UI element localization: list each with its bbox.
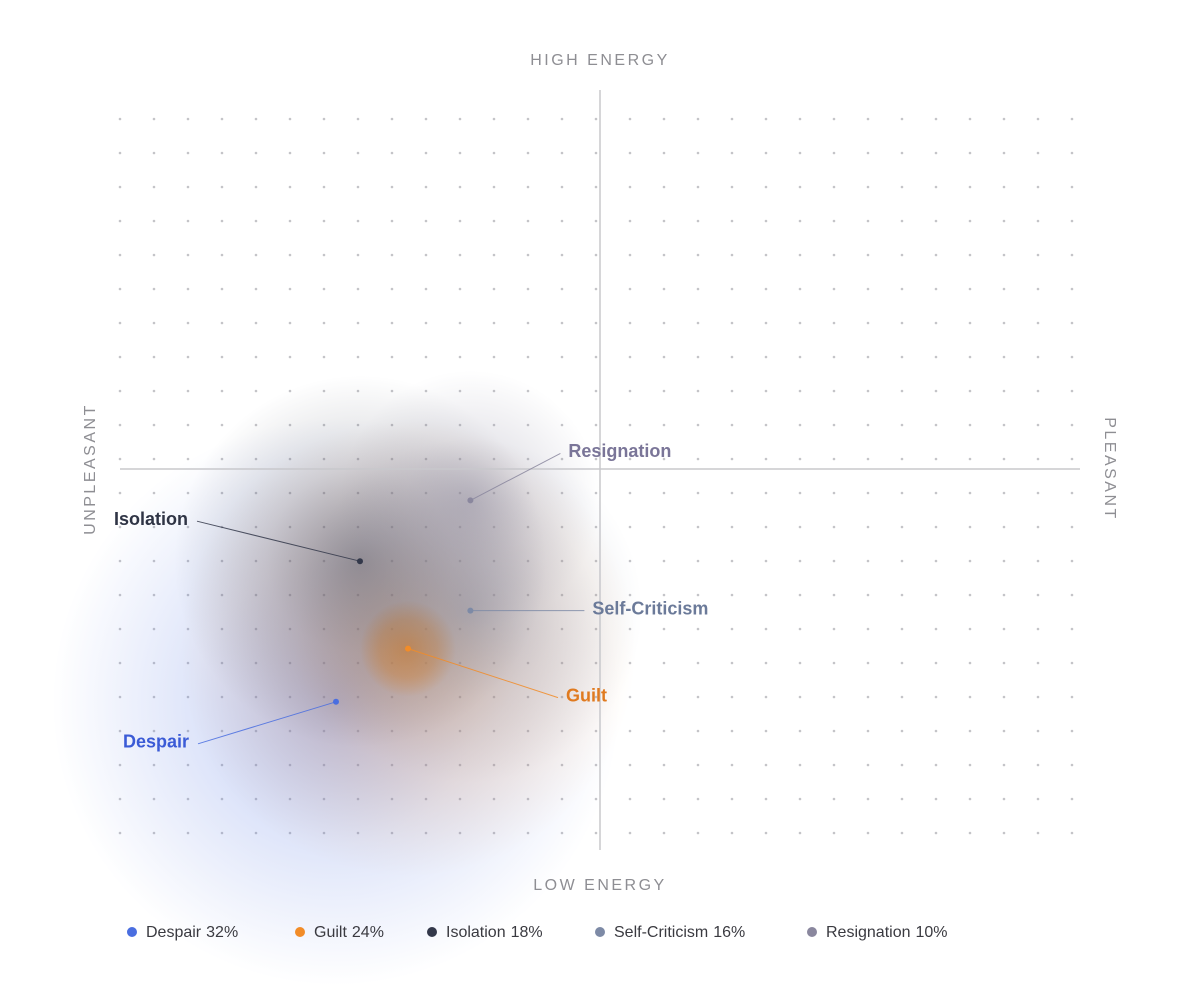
point-label: Isolation	[114, 509, 188, 529]
point	[405, 645, 411, 652]
legend-share: 10%	[916, 924, 948, 941]
axis-label-right: PLEASANT	[1101, 417, 1118, 521]
legend-name: Self-Criticism	[614, 924, 708, 941]
legend-swatch	[807, 927, 817, 937]
legend-name: Isolation	[446, 924, 506, 941]
legend-name: Guilt	[314, 924, 347, 941]
legend-swatch	[427, 927, 437, 937]
point	[333, 698, 339, 705]
legend-swatch	[295, 927, 305, 937]
leader-line	[470, 452, 561, 501]
point	[357, 558, 363, 565]
legend-name: Resignation	[826, 924, 911, 941]
legend-entry: Self-Criticism 16%	[614, 924, 745, 941]
legend-share: 18%	[511, 924, 543, 941]
point-label: Resignation	[568, 441, 671, 461]
point	[467, 497, 474, 504]
legend-share: 24%	[352, 924, 384, 941]
axis-label-bottom: LOW ENERGY	[533, 877, 666, 894]
leader-line	[197, 701, 337, 745]
legend-share: 32%	[206, 924, 238, 941]
legend-entry: Resignation 10%	[826, 924, 948, 941]
legend-swatch	[595, 927, 605, 937]
legend-entry: Despair 32%	[146, 924, 238, 941]
leader-line	[407, 648, 559, 699]
legend-name: Despair	[146, 924, 202, 941]
point-label: Self-Criticism	[592, 598, 708, 618]
legend-entry: Isolation 18%	[446, 924, 543, 941]
legend-entry: Guilt 24%	[314, 924, 384, 941]
axis-label-top: HIGH ENERGY	[530, 52, 670, 69]
axis-label-left: UNPLEASANT	[82, 403, 99, 535]
point-label: Guilt	[566, 685, 607, 705]
point	[467, 607, 474, 614]
leader-line	[196, 520, 361, 562]
legend-share: 16%	[713, 924, 745, 941]
point-label: Despair	[123, 732, 189, 752]
legend-swatch	[127, 927, 137, 937]
